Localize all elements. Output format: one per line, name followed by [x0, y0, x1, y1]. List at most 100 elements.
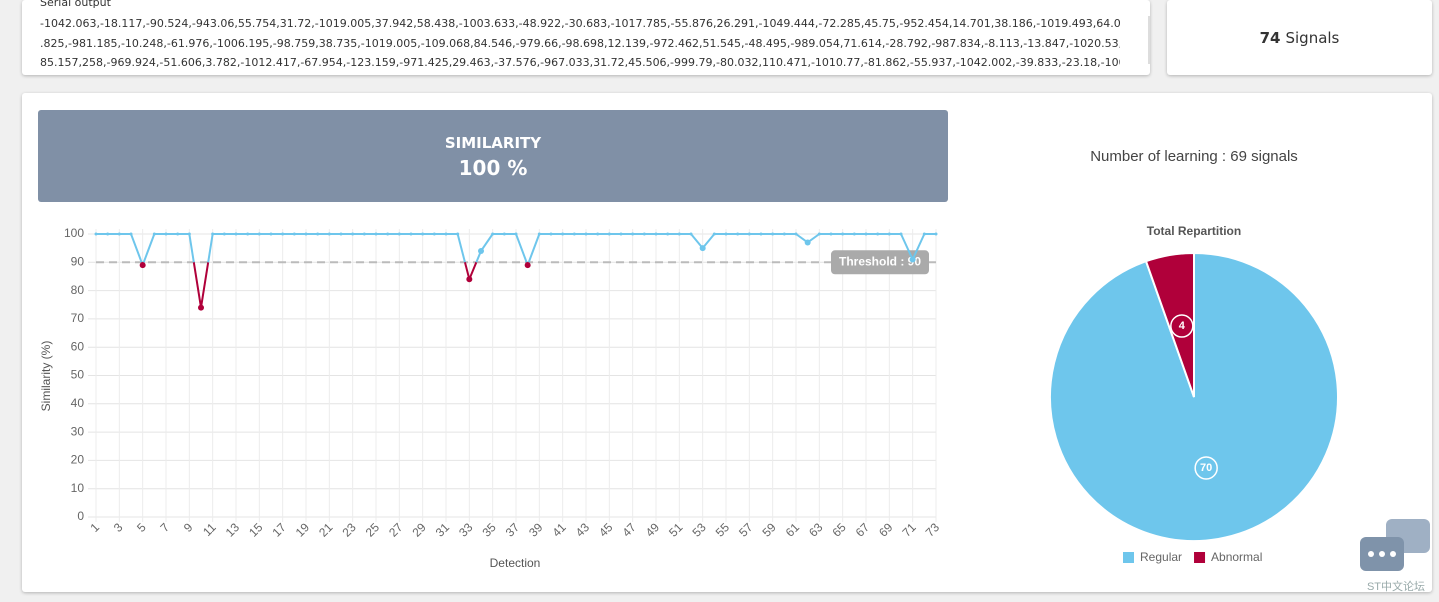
point: [876, 232, 880, 236]
line-segment: [468, 261, 478, 280]
x-tick-label: 31: [433, 520, 453, 540]
x-tick-label: 51: [666, 520, 686, 540]
point: [292, 232, 296, 236]
point: [561, 232, 565, 236]
line-segment: [192, 262, 202, 308]
point: [269, 232, 273, 236]
watermark: ST中文论坛: [1367, 579, 1425, 593]
x-tick-label: 29: [409, 520, 429, 540]
label-ring: [1170, 314, 1194, 338]
threshold-label: Threshold : 90: [839, 254, 921, 268]
point: [899, 232, 903, 236]
point: [642, 232, 646, 236]
signal-label: Signals: [1285, 28, 1340, 47]
point: [759, 232, 763, 236]
point: [804, 239, 811, 246]
point: [736, 232, 740, 236]
x-tick-label: 39: [526, 520, 546, 540]
point: [176, 232, 180, 236]
y-tick-label: 20: [71, 453, 85, 467]
point: [222, 232, 226, 236]
point: [584, 232, 588, 236]
scrollbar[interactable]: [1148, 16, 1150, 64]
chat-icon[interactable]: [1360, 519, 1430, 571]
x-tick-label: 1: [87, 520, 102, 535]
point: [187, 232, 191, 236]
x-tick-label: 7: [157, 520, 172, 535]
similarity-value: 100 %: [458, 156, 528, 180]
pie-slice: [1144, 251, 1195, 398]
x-axis-title: Detection: [490, 556, 541, 570]
x-tick-label: 71: [899, 520, 919, 540]
y-tick-label: 50: [71, 368, 85, 382]
point: [466, 276, 473, 283]
serial-card: Serial output -1042.063,-18.117,-90.524,…: [22, 0, 1150, 75]
point: [351, 232, 355, 236]
point: [152, 232, 156, 236]
y-tick-label: 10: [71, 481, 85, 495]
legend-swatch: [1123, 552, 1134, 563]
point: [572, 232, 576, 236]
point: [257, 232, 261, 236]
x-tick-label: 57: [736, 520, 756, 540]
line-segment: [690, 233, 704, 249]
y-tick-label: 60: [71, 339, 85, 353]
point: [198, 304, 204, 311]
point: [782, 232, 786, 236]
y-axis-title: Similarity (%): [39, 341, 53, 412]
line-segment: [911, 233, 926, 260]
point: [852, 232, 856, 236]
point: [909, 256, 916, 263]
point: [281, 232, 285, 236]
y-tick-label: 30: [71, 424, 85, 438]
point: [94, 232, 98, 236]
x-tick-label: 37: [503, 520, 523, 540]
point: [117, 232, 121, 236]
point: [234, 232, 238, 236]
point: [934, 232, 938, 236]
x-tick-label: 63: [806, 520, 826, 540]
y-tick-label: 80: [71, 283, 85, 297]
point: [654, 232, 658, 236]
point: [164, 232, 168, 236]
point: [362, 232, 366, 236]
point: [478, 247, 484, 254]
point: [106, 232, 110, 236]
line-segment: [130, 233, 143, 263]
serial-title: Serial output: [40, 0, 111, 9]
x-tick-label: 45: [596, 520, 616, 540]
similarity-title: SIMILARITY: [444, 134, 542, 152]
point: [677, 232, 681, 236]
point: [887, 232, 891, 236]
point: [374, 232, 378, 236]
line-segment: [200, 262, 210, 308]
x-tick-label: 65: [829, 520, 849, 540]
x-tick-label: 23: [339, 520, 359, 540]
data-label: 4: [1179, 320, 1186, 332]
x-tick-label: 5: [134, 520, 149, 535]
point: [619, 232, 623, 236]
data-label: 70: [1200, 462, 1212, 474]
point: [409, 232, 413, 236]
signals-card: 74 Signals: [1167, 0, 1432, 75]
point: [794, 232, 798, 236]
x-tick-label: 9: [181, 520, 196, 535]
pie-slice: [1049, 251, 1339, 542]
point: [724, 232, 728, 236]
x-tick-label: 17: [269, 520, 289, 540]
x-tick-label: 47: [619, 520, 639, 540]
line-segment: [701, 233, 716, 249]
point: [829, 232, 833, 236]
signal-count: 74: [1259, 28, 1281, 47]
point: [631, 232, 635, 236]
point: [537, 232, 541, 236]
point: [444, 232, 448, 236]
point: [491, 232, 495, 236]
line-segment: [456, 233, 466, 263]
x-tick-label: 3: [111, 520, 126, 535]
point: [549, 232, 553, 236]
point: [139, 262, 146, 269]
line-segment: [527, 233, 541, 263]
line-segment: [188, 233, 195, 263]
